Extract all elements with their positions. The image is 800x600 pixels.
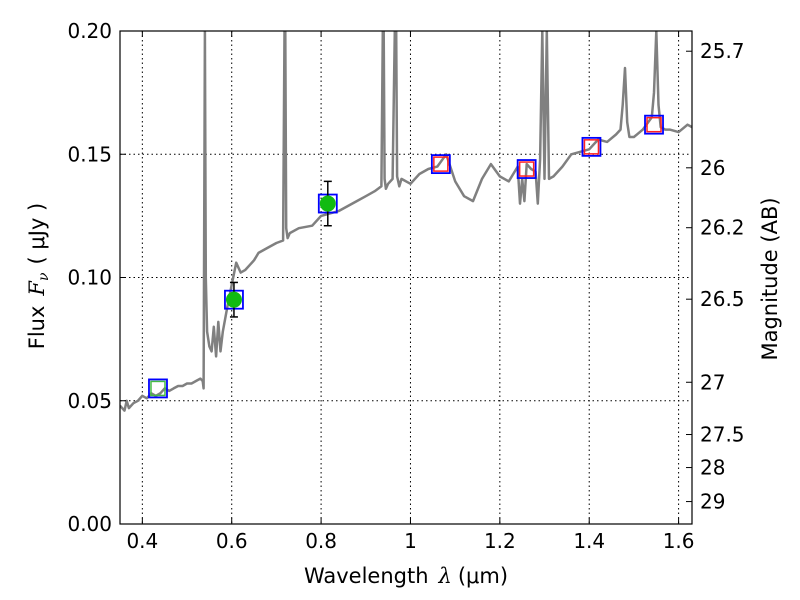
y-tick-label: 0.10 — [67, 266, 112, 290]
x-tick-label: 0.6 — [216, 529, 248, 553]
detections — [225, 180, 336, 318]
x-axis-title: Wavelength λ (μm) — [304, 564, 508, 588]
detection-point — [225, 291, 242, 308]
model-square-red — [646, 116, 662, 133]
plot-area — [120, 31, 692, 412]
axis-ticks: 0.4 0.6 0.8 1 1.2 1.4 1.6 0.00 0.05 0.10 0.15 0.20 2… — [67, 19, 744, 553]
y2-tick-label: 27 — [700, 370, 725, 394]
photometry-square — [430, 154, 451, 175]
photometry-square — [644, 114, 664, 135]
y-axis-title: FluxFν( μJy ) — [25, 203, 52, 349]
photometry-square — [148, 378, 168, 399]
photometry-square — [516, 159, 537, 179]
x-tick-label: 0.4 — [126, 529, 158, 553]
photometry-squares — [148, 114, 664, 399]
y-tick-label: 0.00 — [67, 512, 112, 536]
photometry-square — [581, 136, 602, 157]
y-tick-label: 0.15 — [67, 142, 112, 166]
y2-tick-label: 28 — [700, 456, 725, 480]
y2-tick-label: 27.5 — [700, 423, 745, 447]
model-square-green — [150, 380, 166, 397]
y2-tick-label: 25.7 — [700, 39, 745, 63]
model-square-red — [433, 156, 449, 172]
x-tick-label: 1.2 — [484, 529, 516, 553]
model-spectrum-line — [120, 31, 692, 412]
y2-tick-label: 26.5 — [700, 287, 745, 311]
y2-axis-title: Magnitude (AB) — [758, 197, 782, 360]
detection-point — [319, 195, 336, 212]
x-tick-label: 1 — [404, 529, 417, 553]
y2-tick-label: 29 — [700, 490, 725, 514]
y-tick-label: 0.20 — [67, 19, 112, 43]
y2-tick-label: 26 — [700, 156, 725, 180]
y-tick-label: 0.05 — [67, 389, 112, 413]
model-square-red — [583, 139, 600, 155]
y2-tick-label: 26.2 — [700, 216, 745, 240]
x-tick-label: 1.6 — [663, 529, 695, 553]
x-tick-label: 0.8 — [305, 529, 337, 553]
model-square-red — [518, 161, 535, 177]
x-tick-label: 1.4 — [573, 529, 605, 553]
